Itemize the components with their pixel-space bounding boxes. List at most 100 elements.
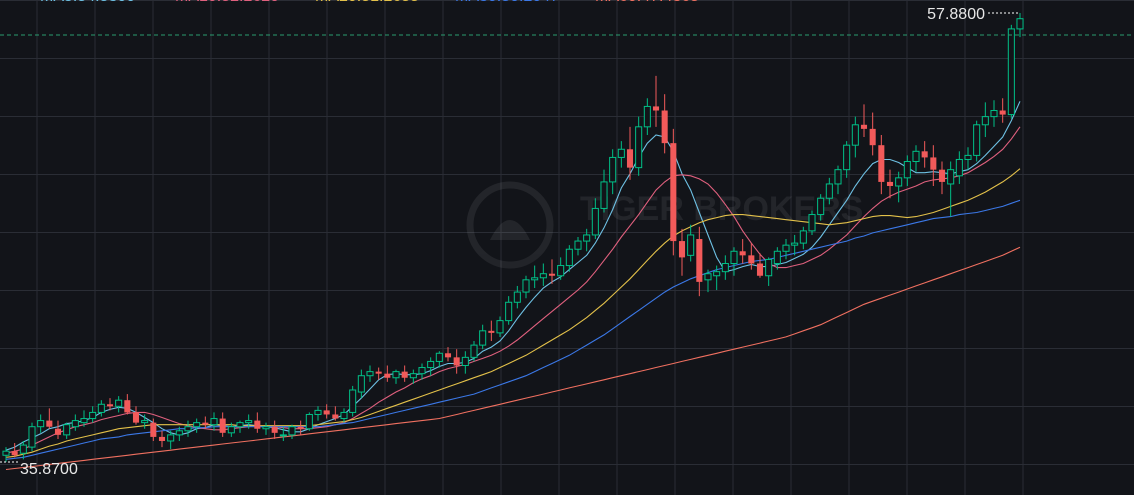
candle-body — [106, 404, 114, 407]
candle — [531, 265, 539, 288]
candle — [479, 324, 487, 350]
candle — [453, 349, 460, 374]
candle-body — [964, 154, 972, 160]
candle-body — [834, 169, 842, 185]
candle-body — [63, 424, 71, 436]
candle — [63, 422, 71, 439]
candle — [37, 414, 45, 433]
candle — [409, 369, 417, 384]
candle — [305, 412, 313, 431]
candle-body — [704, 273, 712, 281]
candle-body — [444, 353, 452, 358]
candle — [271, 420, 278, 439]
candle-body — [236, 422, 244, 428]
candle — [670, 128, 677, 256]
candle-body — [279, 434, 287, 437]
candle-body — [167, 434, 175, 442]
candle-body — [652, 106, 660, 111]
candle-body — [288, 426, 296, 436]
candle — [921, 141, 928, 168]
candle — [219, 412, 226, 437]
candle-body — [990, 110, 998, 118]
ma-line-ma10 — [5, 126, 1021, 454]
candle-body — [522, 279, 530, 293]
candle-body — [332, 414, 339, 419]
candle — [990, 100, 998, 127]
candle — [418, 363, 426, 380]
candle — [167, 430, 175, 450]
candle — [756, 253, 764, 278]
candle — [748, 243, 755, 270]
candle-body — [531, 277, 539, 281]
candle — [721, 255, 729, 280]
candle-body — [349, 389, 357, 413]
candle — [236, 420, 244, 433]
candle-body — [46, 420, 53, 427]
candle — [184, 420, 192, 437]
candle — [384, 365, 391, 382]
candle — [999, 98, 1006, 123]
ma-line-ma30 — [5, 199, 1021, 460]
legend-item-4: MA60:47.4365 — [595, 0, 699, 5]
candle-body — [184, 426, 192, 432]
candle-body — [254, 420, 261, 429]
candle — [791, 234, 799, 256]
candle — [132, 406, 140, 425]
candle-body — [851, 124, 859, 146]
candle-body — [921, 151, 928, 158]
candle-body — [227, 426, 235, 434]
candle — [357, 369, 365, 399]
candle-body — [955, 158, 963, 177]
candle — [704, 269, 712, 293]
candle-body — [730, 250, 738, 265]
candle-body — [583, 234, 591, 242]
candle — [80, 410, 88, 427]
candle-body — [895, 177, 903, 187]
candle-body — [71, 420, 79, 428]
candle — [124, 394, 131, 415]
candle — [19, 440, 27, 460]
candle-body — [418, 367, 426, 375]
candle-body — [721, 263, 729, 273]
candle — [886, 169, 894, 199]
legend-item-0: MA5:54.5300 — [40, 0, 135, 5]
candle — [860, 104, 868, 138]
candle — [175, 426, 183, 441]
candle-body — [748, 255, 755, 264]
candle-body — [696, 239, 703, 282]
candle-body — [513, 291, 521, 303]
candle — [522, 275, 530, 299]
candle-body — [461, 356, 469, 367]
candle-body — [643, 105, 651, 128]
candle-body — [756, 263, 764, 276]
candle — [158, 430, 166, 448]
candle — [141, 414, 149, 429]
legend-item-1: MA10:52.2620 — [175, 0, 279, 5]
candle-body — [947, 169, 955, 185]
candle — [635, 116, 643, 176]
candle-body — [825, 183, 833, 199]
candle-body — [323, 410, 330, 415]
candle — [600, 169, 608, 213]
candle-body — [141, 420, 149, 424]
candle — [505, 296, 513, 325]
candle — [245, 414, 253, 429]
candle — [851, 116, 859, 158]
candle-body — [115, 399, 123, 407]
candle — [279, 426, 287, 441]
ma-line-ma20 — [5, 168, 1021, 458]
ma-legend: MA5:54.5300 MA10:52.2620 MA20:51.2655 MA30:… — [40, 0, 699, 5]
candle-body — [505, 301, 513, 322]
candle-body — [791, 242, 799, 246]
ma-line-ma60 — [5, 246, 1021, 471]
candle-body — [435, 352, 443, 362]
candle — [817, 194, 825, 221]
watermark-text: TIGER BROKERS — [580, 190, 863, 228]
candle — [938, 161, 946, 195]
candle-body — [488, 330, 495, 333]
candle-body — [808, 214, 816, 232]
candle-body — [903, 161, 911, 179]
candle-body — [470, 344, 478, 358]
